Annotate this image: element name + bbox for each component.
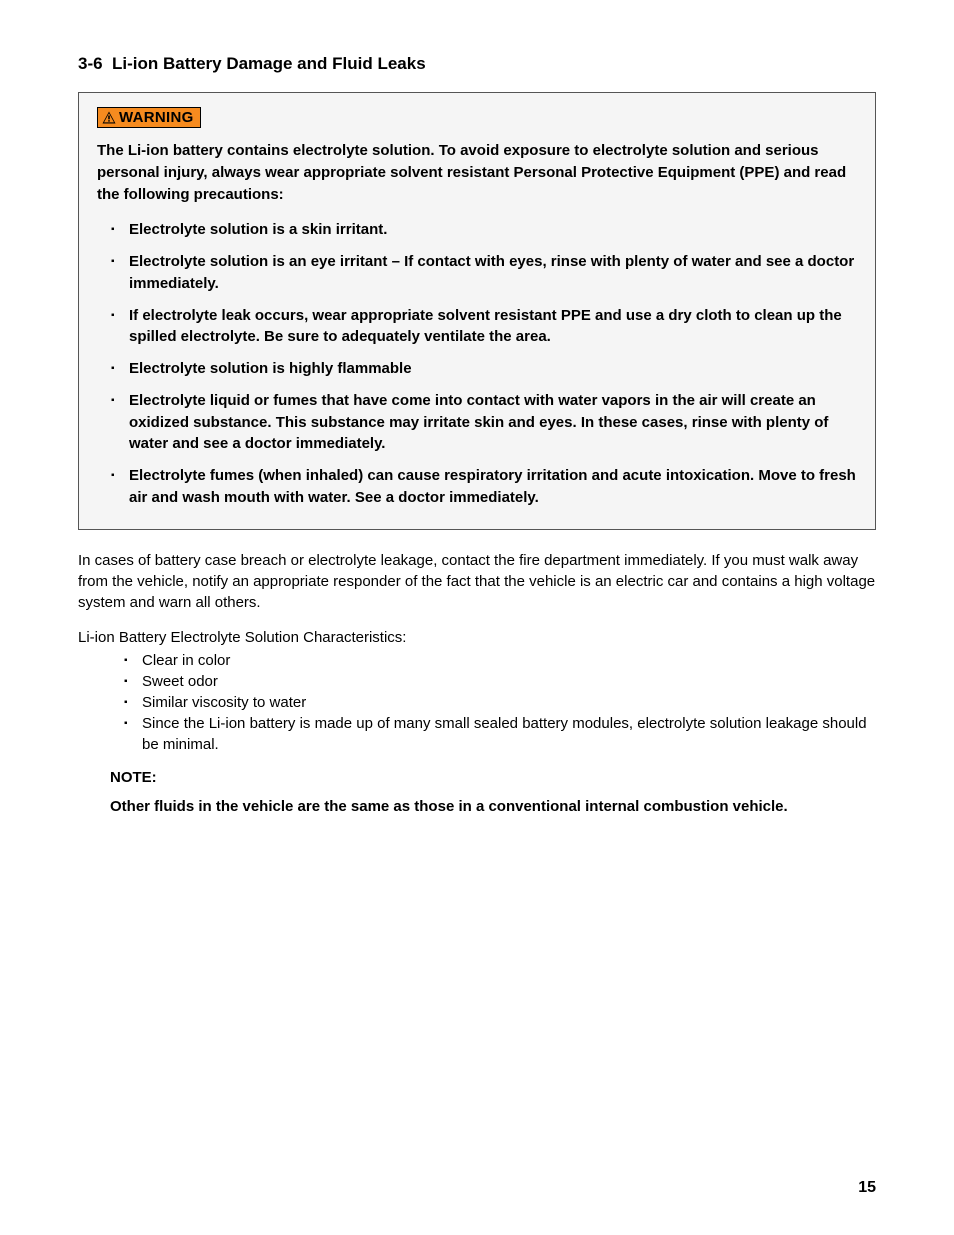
warning-callout: WARNING The Li-ion battery contains elec… (78, 92, 876, 530)
warning-badge-label: WARNING (119, 109, 194, 126)
section-title-text: Li-ion Battery Damage and Fluid Leaks (112, 54, 426, 73)
section-heading: 3-6 Li-ion Battery Damage and Fluid Leak… (78, 54, 876, 74)
characteristic-item: Since the Li-ion battery is made up of m… (124, 713, 876, 755)
note-block: NOTE: Other fluids in the vehicle are th… (78, 769, 876, 818)
note-body: Other fluids in the vehicle are the same… (110, 796, 876, 818)
warning-bullet-list: Electrolyte solution is a skin irritant.… (97, 219, 857, 508)
note-title: NOTE: (110, 769, 876, 786)
characteristics-list: Clear in color Sweet odor Similar viscos… (78, 650, 876, 755)
page-number: 15 (858, 1179, 876, 1197)
characteristic-item: Sweet odor (124, 671, 876, 692)
warning-bullet-item: Electrolyte fumes (when inhaled) can cau… (111, 465, 857, 509)
warning-intro-text: The Li-ion battery contains electrolyte … (97, 140, 857, 205)
section-number: 3-6 (78, 54, 103, 73)
warning-bullet-item: Electrolyte liquid or fumes that have co… (111, 390, 857, 455)
warning-badge: WARNING (97, 107, 201, 128)
warning-triangle-icon (102, 111, 116, 124)
warning-bullet-item: Electrolyte solution is an eye irritant … (111, 251, 857, 295)
characteristic-item: Similar viscosity to water (124, 692, 876, 713)
warning-bullet-item: If electrolyte leak occurs, wear appropr… (111, 305, 857, 349)
characteristic-item: Clear in color (124, 650, 876, 671)
warning-bullet-item: Electrolyte solution is a skin irritant. (111, 219, 857, 241)
warning-bullet-item: Electrolyte solution is highly flammable (111, 358, 857, 380)
body-paragraph: In cases of battery case breach or elect… (78, 550, 876, 613)
characteristics-title: Li-ion Battery Electrolyte Solution Char… (78, 627, 876, 648)
